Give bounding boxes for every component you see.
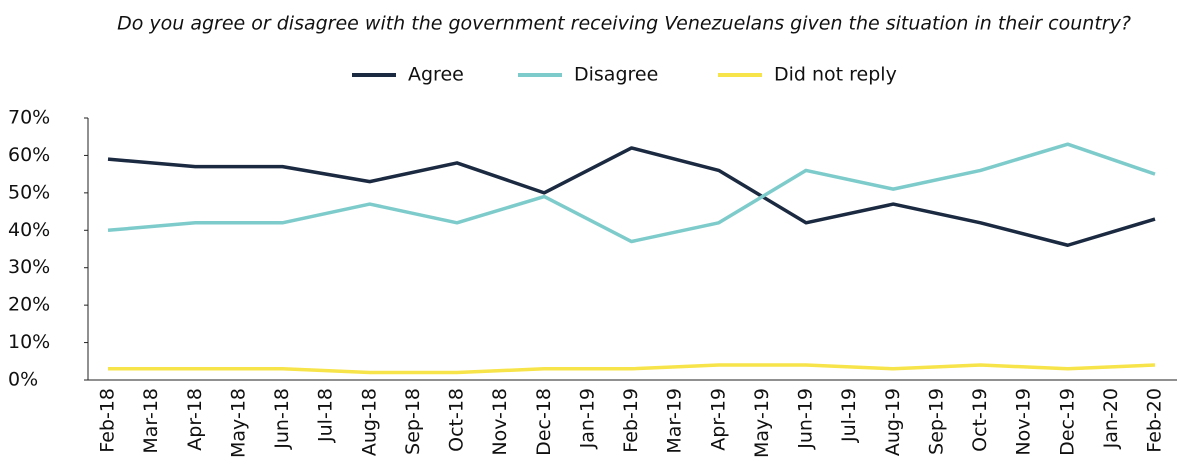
x-tick-label: Mar-18 (140, 388, 162, 454)
y-tick-label: 30% (8, 256, 50, 278)
chart-title: Do you agree or disagree with the govern… (117, 13, 1131, 35)
x-tick-label: Dec-18 (533, 388, 555, 456)
x-tick-label: Jun-19 (795, 388, 817, 450)
series-line (108, 363, 1156, 375)
x-tick-label: Nov-19 (1013, 388, 1035, 456)
x-tick-label: Jul-19 (838, 388, 860, 443)
x-tick-label: Nov-18 (489, 388, 511, 456)
x-tick-label: Oct-18 (446, 388, 468, 452)
x-tick-label: Jan-19 (576, 388, 598, 449)
x-tick-label: Feb-19 (620, 388, 642, 453)
x-tick-label: Jul-18 (315, 388, 337, 443)
x-tick-label: Dec-19 (1056, 388, 1078, 456)
x-tick-label: May-19 (751, 388, 773, 458)
x-tick-label: Jun-18 (271, 388, 293, 450)
x-tick-label: Apr-18 (184, 388, 206, 451)
x-tick-label: Feb-18 (97, 388, 119, 453)
series-line (107, 146, 1156, 248)
legend-label: Agree (408, 64, 464, 86)
x-tick-label: Mar-19 (664, 388, 686, 454)
legend-label: Did not reply (774, 64, 897, 86)
y-tick-label: 20% (8, 294, 50, 316)
x-tick-label: Sep-19 (925, 388, 947, 455)
x-tick-label: May-18 (227, 388, 249, 458)
y-tick-label: 60% (8, 144, 50, 166)
series-line (107, 142, 1156, 244)
x-tick-label: Aug-19 (882, 388, 904, 456)
x-tick-label: Feb-20 (1144, 388, 1166, 453)
y-tick-label: 70% (8, 107, 50, 129)
x-tick-label: Sep-18 (402, 388, 424, 455)
y-tick-label: 40% (8, 219, 50, 241)
x-tick-label: Oct-19 (969, 388, 991, 452)
legend-label: Disagree (574, 64, 658, 86)
x-tick-label: Apr-19 (707, 388, 729, 451)
y-tick-label: 10% (8, 331, 50, 353)
y-tick-label: 0% (8, 369, 38, 391)
x-tick-label: Aug-18 (358, 388, 380, 456)
x-tick-label: Jan-20 (1100, 388, 1122, 449)
y-tick-label: 50% (8, 181, 50, 203)
